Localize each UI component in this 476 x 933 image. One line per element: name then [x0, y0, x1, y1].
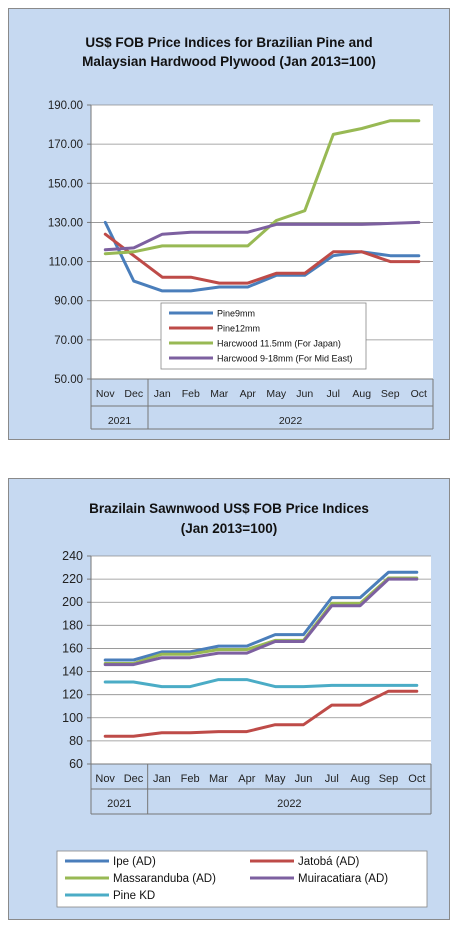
x-category-label: Jul	[325, 773, 339, 785]
x-category-label: Feb	[182, 388, 200, 400]
y-tick-label: 50.00	[54, 374, 83, 386]
year-label: 2021	[107, 798, 131, 810]
x-category-label: Mar	[209, 773, 228, 785]
x-category-label: Apr	[240, 388, 257, 400]
plywood-price-chart: 50.00 70.00 90.00 110.00 130.00 150.00 170.00 1…	[48, 100, 434, 430]
y-tick-label: 90.00	[54, 296, 83, 308]
y-tick-label: 60	[69, 757, 83, 771]
series-line-massaranduba-ad-	[103, 576, 419, 665]
y-tick-label: 160	[62, 641, 83, 655]
year-label: 2021	[108, 415, 132, 427]
x-category-label: Apr	[238, 773, 255, 785]
y-tick-label: 240	[62, 549, 83, 563]
x-category-label: Jun	[296, 388, 313, 400]
chart-title-line2: Malaysian Hardwood Plywood (Jan 2013=100…	[82, 54, 376, 69]
x-category-label: Aug	[350, 773, 370, 785]
series-line-pine12mm	[103, 232, 421, 285]
y-tick-label: 220	[62, 572, 83, 586]
legend-label: Ipe (AD)	[113, 856, 156, 868]
series-line-pine-kd	[103, 678, 419, 689]
x-category-label: Jul	[327, 388, 340, 400]
x-category-label: Jan	[153, 773, 171, 785]
legend-label: Pine KD	[113, 890, 155, 902]
year-label: 2022	[279, 415, 303, 427]
x-category-label: Nov	[96, 388, 115, 400]
x-category-label: Feb	[181, 773, 200, 785]
x-category-label: Sep	[379, 773, 399, 785]
y-tick-label: 70.00	[54, 335, 83, 347]
chart-title-line1: US$ FOB Price Indices for Brazilian Pine…	[85, 35, 373, 50]
chart-title-line2: (Jan 2013=100)	[180, 521, 278, 536]
legend-label: Pine9mm	[217, 309, 255, 319]
sawnwood-price-chart: 60 80 100 120 140 160 180 200 220 240 Nov Dec Jan Feb…	[56, 549, 432, 908]
legend-box	[56, 850, 428, 908]
legend-label: Jatobá (AD)	[298, 856, 360, 868]
y-tick-label: 190.00	[48, 100, 83, 112]
x-category-label: Jan	[154, 388, 171, 400]
y-tick-label: 170.00	[48, 139, 83, 151]
x-category-label: Jun	[295, 773, 313, 785]
x-category-label: Nov	[95, 773, 115, 785]
x-category-label: May	[266, 388, 287, 400]
year-label: 2022	[277, 798, 301, 810]
series-line-ipe-ad-	[103, 570, 419, 662]
chart-title-line1: Brazilain Sawnwood US$ FOB Price Indices	[89, 501, 369, 516]
x-category-label: Dec	[124, 773, 144, 785]
y-tick-label: 110.00	[49, 257, 83, 269]
y-tick-label: 200	[62, 595, 83, 609]
legend-label: Harcwood 9-18mm (For Mid East)	[217, 354, 353, 364]
chart-panel-plywood: US$ FOB Price Indices for Brazilian Pine…	[8, 8, 450, 440]
legend-label: Pine12mm	[217, 324, 260, 334]
series-line-harcwood-11-5mm-for-japan-	[103, 119, 421, 256]
y-tick-label: 150.00	[48, 178, 83, 190]
y-tick-label: 120	[62, 688, 83, 702]
legend-label: Muiracatiara (AD)	[298, 873, 388, 885]
legend-label: Harcwood 11.5mm (For Japan)	[217, 339, 341, 349]
y-tick-label: 130.00	[48, 217, 83, 229]
y-tick-label: 100	[62, 711, 83, 725]
x-category-label: Sep	[381, 388, 400, 400]
y-tick-label: 180	[62, 618, 83, 632]
x-category-label: Mar	[210, 388, 229, 400]
x-category-label: Dec	[124, 388, 143, 400]
x-category-label: Aug	[352, 388, 371, 400]
series-line-harcwood-9-18mm-for-mid-east-	[103, 220, 421, 252]
chart-panel-sawnwood: Brazilain Sawnwood US$ FOB Price Indices…	[8, 478, 450, 920]
series-line-muiracatiara-ad-	[103, 577, 419, 667]
x-category-label: Oct	[411, 388, 427, 400]
x-category-label: Oct	[408, 773, 425, 785]
y-tick-label: 80	[69, 734, 83, 748]
legend-label: Massaranduba (AD)	[113, 873, 216, 885]
y-tick-label: 140	[62, 665, 83, 679]
series-line-jatob-ad-	[103, 689, 419, 738]
x-category-label: May	[265, 773, 286, 785]
